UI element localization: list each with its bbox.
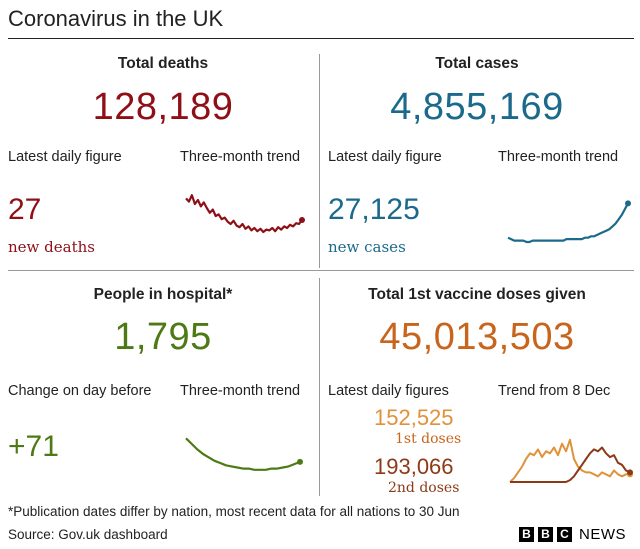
deaths-total: 128,189 <box>92 86 234 128</box>
vaccine-second-value: 193,066 <box>374 454 454 479</box>
vaccine-total: 45,013,503 <box>379 316 575 358</box>
title-rule <box>8 38 634 39</box>
cases-latest-label: Latest daily figure <box>328 149 442 165</box>
hospital-latest-value: +71 <box>8 430 59 463</box>
vaccine-second-dose-trend-line <box>510 446 631 483</box>
vaccine-second-dose-trend-end-point <box>627 469 633 476</box>
deaths-title: Total deaths <box>117 55 209 72</box>
vaccine-latest-label: Latest daily figures <box>328 383 449 399</box>
vaccine-second-note: 2nd doses <box>388 480 460 496</box>
hospital-latest-label: Change on day before <box>8 383 152 399</box>
vaccine-title: Total 1st vaccine doses given <box>368 286 586 303</box>
vertical-divider-top <box>319 54 320 268</box>
cases-total: 4,855,169 <box>390 86 564 128</box>
vaccine-first-note: 1st doses <box>395 431 462 447</box>
vaccine-first-dose-trend-line <box>509 438 630 483</box>
bbc-logo-box-3: C <box>557 527 572 542</box>
deaths-trend-end-point <box>299 217 305 223</box>
hospital-trend-label: Three-month trend <box>180 383 301 399</box>
cases-latest-note: new cases <box>328 238 406 256</box>
hospital-trend-end-point <box>297 458 303 465</box>
hospital-trend-chart <box>185 437 303 471</box>
hospital-total: 1,795 <box>114 316 212 358</box>
hospital-title: People in hospital* <box>93 286 233 303</box>
deaths-latest-note: new deaths <box>8 238 95 256</box>
page-title: Coronavirus in the UK <box>8 6 224 31</box>
footnote: *Publication dates differ by nation, mos… <box>8 504 460 519</box>
cases-trend-chart <box>507 200 631 244</box>
bbc-logo-box-2: B <box>538 527 553 542</box>
deaths-trend-line <box>185 194 303 234</box>
cases-trend-label: Three-month trend <box>498 149 619 165</box>
vaccine-trend-label: Trend from 8 Dec <box>498 383 611 399</box>
horizontal-divider <box>8 270 634 271</box>
deaths-latest-label: Latest daily figure <box>8 149 122 165</box>
source-text: Source: Gov.uk dashboard <box>8 527 168 542</box>
deaths-trend-chart <box>185 194 305 234</box>
cases-trend-end-point <box>625 200 631 207</box>
deaths-trend-label: Three-month trend <box>180 149 301 165</box>
cases-title: Total cases <box>435 55 519 72</box>
cases-latest-value: 27,125 <box>328 193 420 226</box>
cases-trend-line <box>507 202 629 244</box>
bbc-logo-box-1: B <box>519 527 534 542</box>
bbc-logo-news: NEWS <box>579 526 626 543</box>
bbc-news-logo: B B C NEWS <box>519 526 626 543</box>
hospital-trend-line <box>185 437 301 471</box>
vaccine-trend-chart <box>509 438 633 483</box>
vaccine-first-value: 152,525 <box>374 405 454 430</box>
deaths-latest-value: 27 <box>8 193 42 226</box>
vertical-divider-bottom <box>319 278 320 496</box>
